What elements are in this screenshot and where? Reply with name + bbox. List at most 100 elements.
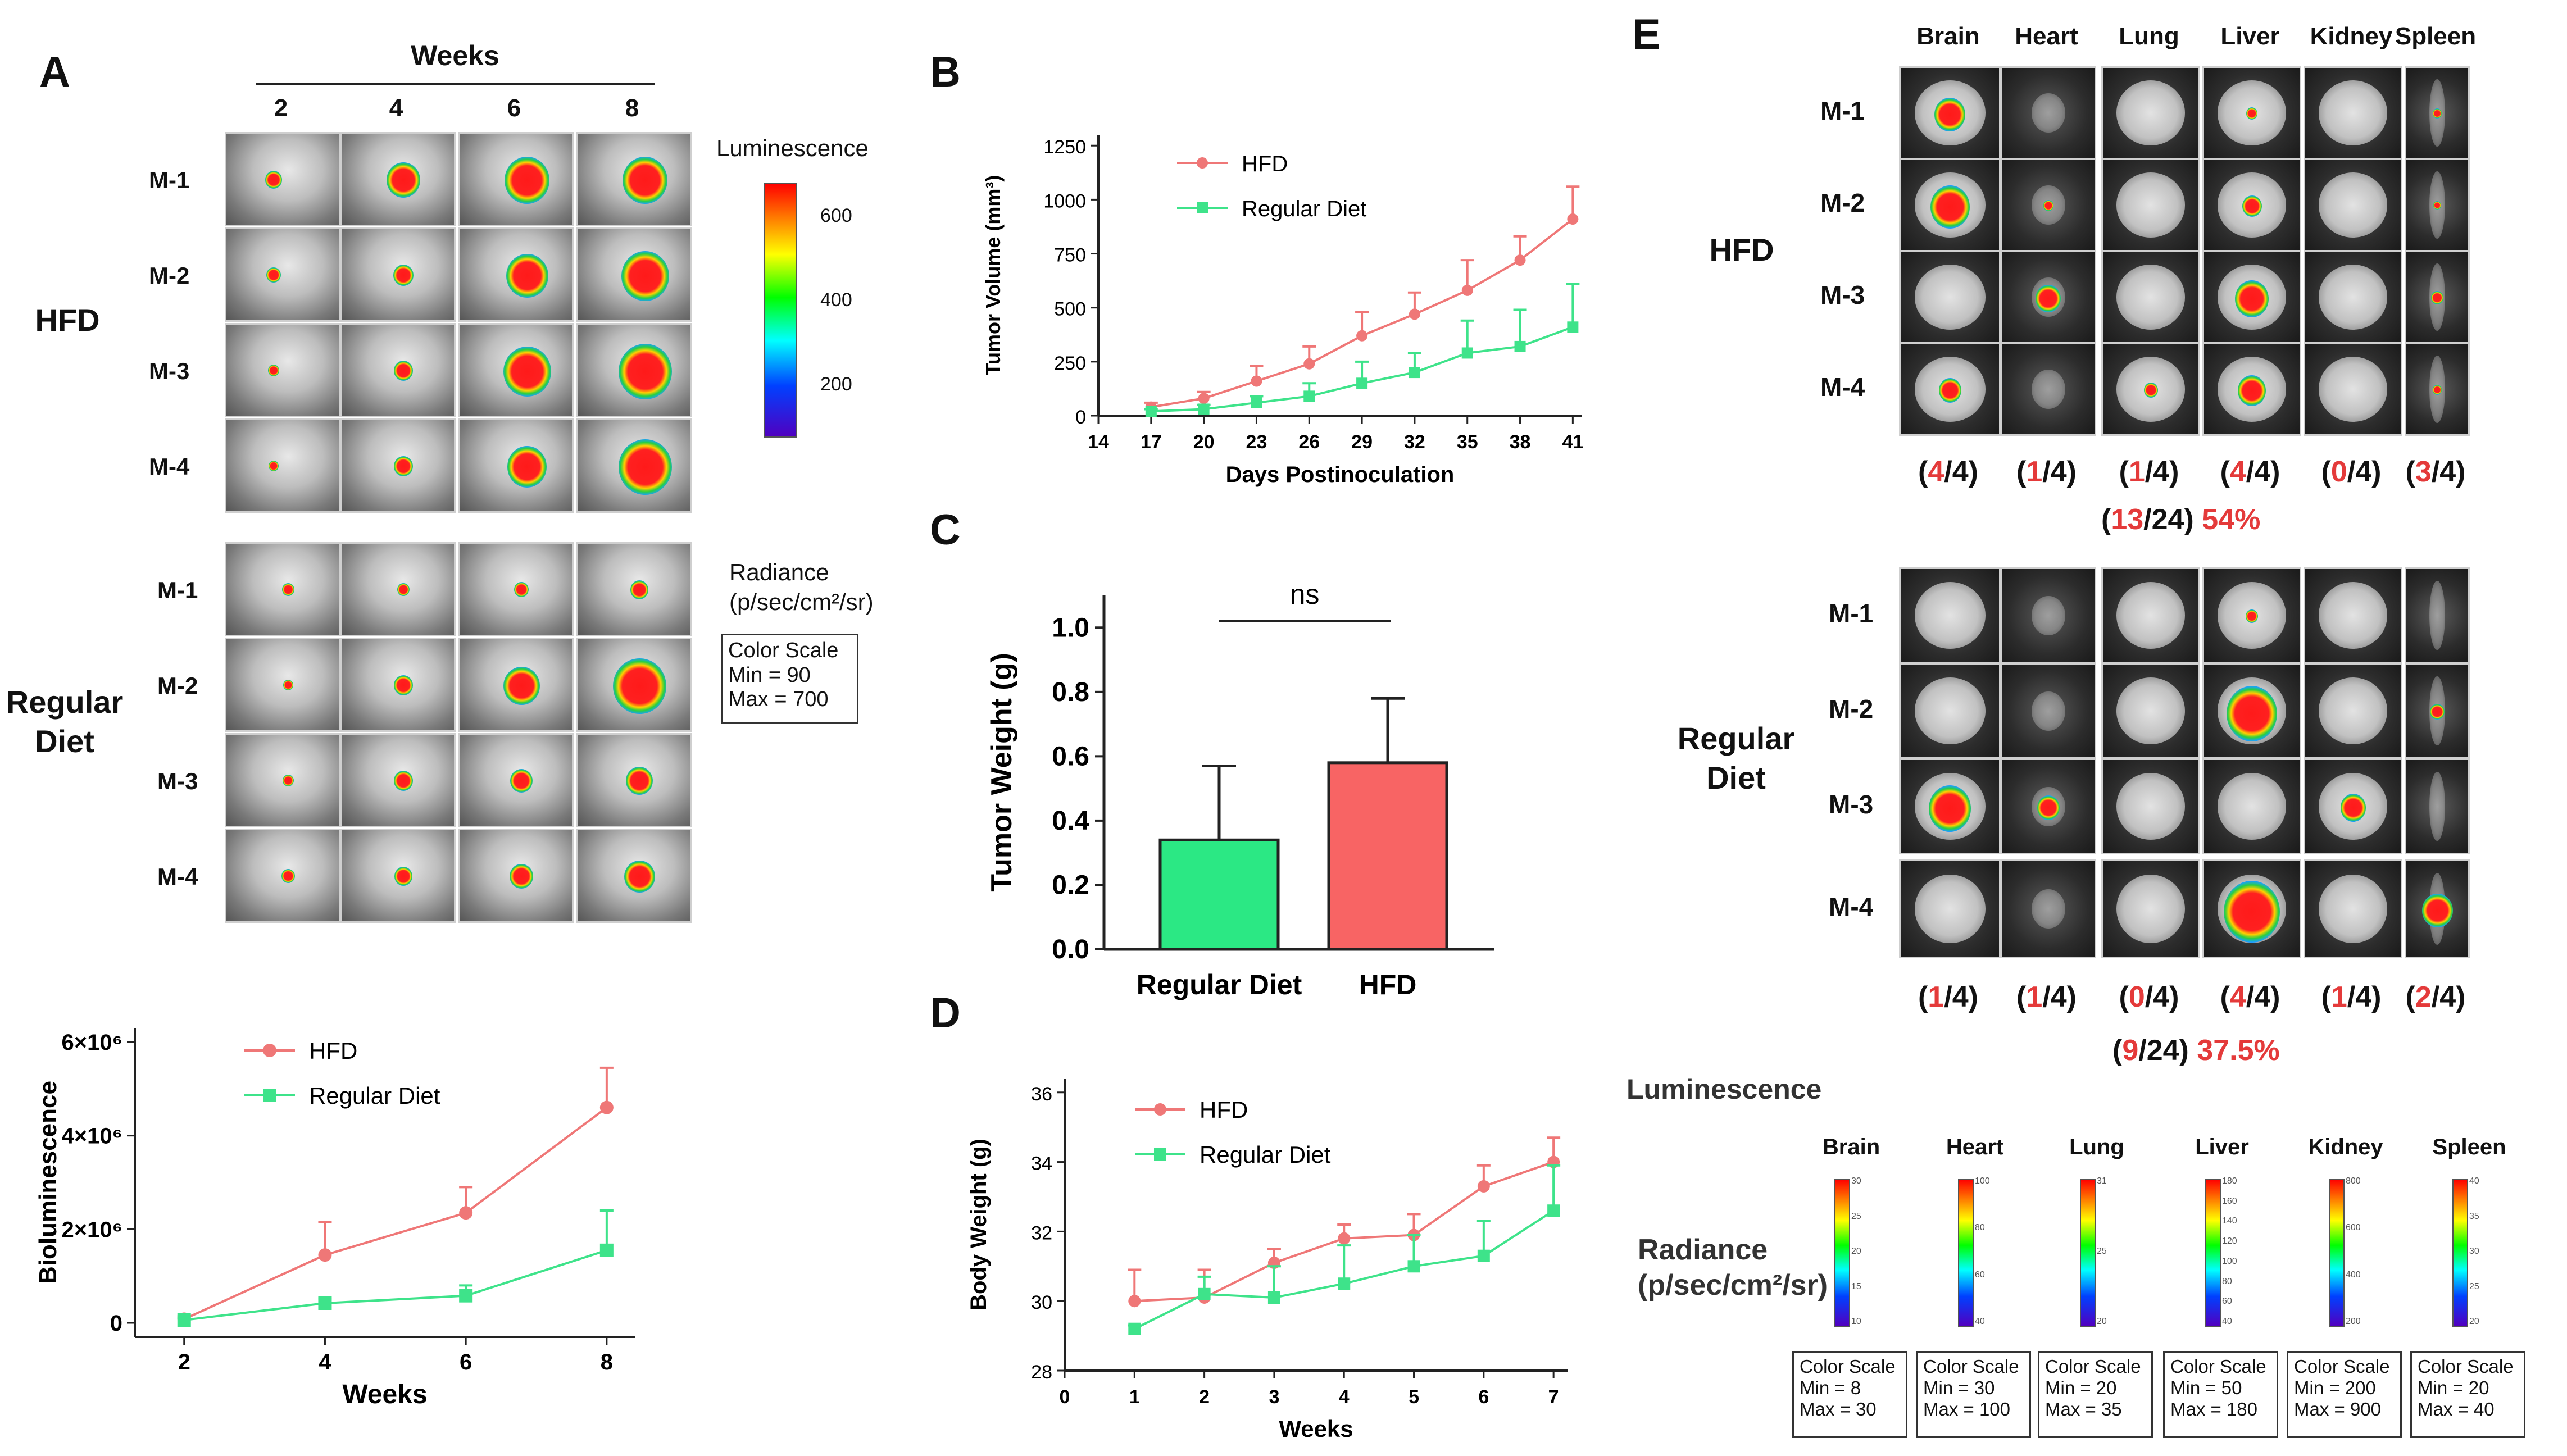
mouse-image xyxy=(576,638,692,732)
organ-image xyxy=(2304,663,2402,759)
organ-header: Kidney xyxy=(2310,22,2393,50)
luminescence-signal xyxy=(2421,893,2453,927)
y-tick-label: 0.4 xyxy=(1052,806,1089,836)
radiance-label: Radiance xyxy=(729,559,829,585)
total-metastasis-count: (13/24) 54% xyxy=(2101,503,2260,536)
data-point xyxy=(318,1296,332,1310)
legend-label: Regular Diet xyxy=(1242,197,1366,221)
luminescence-signal xyxy=(630,580,648,599)
panel-letter-a: A xyxy=(39,48,70,96)
legend-marker xyxy=(1154,1148,1166,1161)
x-axis-label: Weeks xyxy=(1279,1416,1353,1442)
organ-image xyxy=(2101,758,2200,854)
metastasis-percentage: 54% xyxy=(2202,503,2261,536)
y-tick-label: 4×10⁶ xyxy=(61,1124,122,1149)
colorbar-tick: 60 xyxy=(2222,1296,2232,1307)
organ-image xyxy=(2202,66,2301,160)
data-point xyxy=(1128,1295,1141,1308)
luminescence-signal xyxy=(1929,785,1971,832)
x-tick-label: 35 xyxy=(1457,431,1478,453)
colorbar-tick: 160 xyxy=(2222,1196,2237,1206)
data-point xyxy=(1514,340,1526,352)
organ-tissue xyxy=(2318,265,2388,330)
data-point xyxy=(1461,284,1473,296)
data-point xyxy=(459,1289,473,1303)
count-denominator: /4) xyxy=(2145,981,2179,1013)
group-label-regular-diet: Regular Diet xyxy=(1646,719,1826,798)
mouse-image xyxy=(576,829,692,923)
colorbar-tick: 80 xyxy=(2222,1276,2232,1286)
data-point xyxy=(1477,1180,1490,1193)
y-tick-label: 32 xyxy=(1031,1222,1052,1244)
color-scale-box: Color Scale Min = 90 Max = 700 xyxy=(721,634,858,724)
colorbar-tick: 20 xyxy=(2469,1317,2479,1326)
color-scale-min: Min = 200 xyxy=(2294,1377,2376,1398)
organ-color-scale-box: Color Scale Min = 30 Max = 100 xyxy=(1916,1351,2031,1438)
colorbar-tick: 120 xyxy=(2222,1236,2237,1246)
positive-count: 0 xyxy=(2330,456,2347,488)
colorbar-tick: 80 xyxy=(1975,1223,1985,1233)
positive-count: 0 xyxy=(2128,981,2145,1013)
x-tick-label: 2 xyxy=(178,1350,190,1375)
colorbar-tick: 600 xyxy=(820,205,852,226)
x-tick-label: 17 xyxy=(1141,431,1162,453)
organ-metastasis-count: (0/4) xyxy=(2096,980,2202,1014)
organ-color-scale-box: Color Scale Min = 50 Max = 180 xyxy=(2163,1351,2278,1438)
organ-image xyxy=(2202,663,2301,759)
x-tick-label: 6 xyxy=(460,1350,472,1375)
mouse-label: M-1 xyxy=(1820,96,1865,125)
data-point xyxy=(1547,1204,1560,1217)
luminescence-signal xyxy=(506,253,548,298)
color-scale-max: Max = 700 xyxy=(728,688,829,712)
organ-image xyxy=(2202,158,2301,252)
organ-image xyxy=(2405,663,2470,759)
luminescence-signal xyxy=(626,767,653,795)
organ-tissue xyxy=(2318,677,2388,744)
y-axis-label: Body Weight (g) xyxy=(966,1139,991,1311)
data-point xyxy=(459,1206,473,1220)
x-tick-label: 23 xyxy=(1246,431,1267,453)
count-denominator: /24) xyxy=(2138,1034,2189,1067)
colorbar-tick: 40 xyxy=(2469,1176,2479,1186)
tumor-weight-chart: 0.0 0.2 0.4 0.6 0.8 1.0 Tumor Weight (g) Regula… xyxy=(985,579,1494,1000)
positive-count: 3 xyxy=(2415,456,2432,488)
color-scale-title: Color Scale xyxy=(2170,1356,2266,1377)
colorbar-tick: 180 xyxy=(2222,1176,2237,1186)
panel-letter-c: C xyxy=(930,506,961,554)
mouse-image xyxy=(340,323,456,417)
luminescence-signal xyxy=(514,582,529,598)
color-scale-max: Max = 900 xyxy=(2294,1398,2382,1419)
luminescence-signal xyxy=(397,583,410,597)
luminescence-signal xyxy=(394,771,413,791)
regular-line-1: Regular xyxy=(1677,721,1795,756)
y-axis-label: Tumor Volume (mm³) xyxy=(982,175,1005,376)
luminescence-signal xyxy=(2431,291,2443,305)
positive-count: 4 xyxy=(1928,456,1944,488)
luminescence-signal xyxy=(621,251,669,301)
mouse-label: M-2 xyxy=(1820,188,1865,217)
organ-tissue xyxy=(2318,582,2388,649)
organ-tissue xyxy=(2429,580,2445,650)
positive-count: 1 xyxy=(2026,456,2043,488)
luminescence-signal xyxy=(283,775,294,786)
organ-tissue xyxy=(2031,889,2065,929)
luminescence-signal xyxy=(2430,703,2445,720)
colorbar-tick: 15 xyxy=(1851,1281,1861,1291)
total-metastasis-count: (9/24) 37.5% xyxy=(2112,1034,2280,1067)
luminescence-signal xyxy=(1934,97,1965,131)
color-scale-min: Min = 90 xyxy=(728,663,811,687)
x-tick-label: 3 xyxy=(1269,1386,1279,1408)
count-denominator: /4) xyxy=(2246,981,2280,1013)
colorbar-tick: 140 xyxy=(2222,1216,2237,1226)
group-label-regular-diet: Regular Diet xyxy=(6,684,124,759)
organ-image xyxy=(2000,859,2096,958)
spacer xyxy=(2189,1034,2197,1067)
radiance-label: Radiance xyxy=(1638,1234,1768,1266)
positive-count: 4 xyxy=(2229,981,2246,1013)
organ-image xyxy=(2000,758,2096,854)
colorbar-tick: 200 xyxy=(2346,1317,2361,1326)
y-tick-label: 750 xyxy=(1054,245,1086,266)
organ-image xyxy=(2101,251,2200,344)
data-point xyxy=(318,1248,332,1262)
luminescence-signal xyxy=(2246,107,2257,120)
